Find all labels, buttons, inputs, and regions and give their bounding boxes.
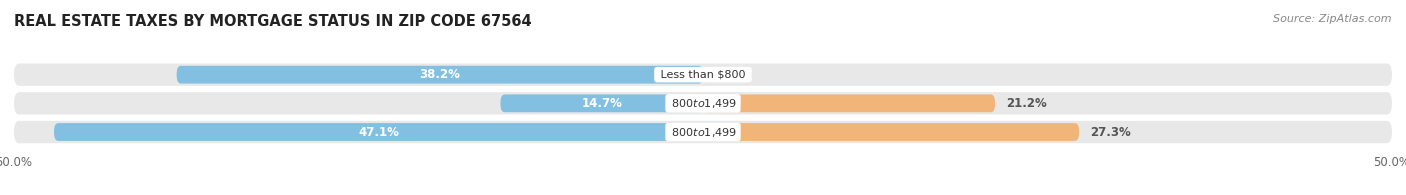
- FancyBboxPatch shape: [177, 66, 703, 84]
- FancyBboxPatch shape: [703, 94, 995, 112]
- Text: 0.0%: 0.0%: [714, 68, 747, 81]
- FancyBboxPatch shape: [501, 94, 703, 112]
- Text: $800 to $1,499: $800 to $1,499: [668, 126, 738, 138]
- FancyBboxPatch shape: [14, 64, 1392, 86]
- Text: 27.3%: 27.3%: [1090, 126, 1130, 138]
- Text: REAL ESTATE TAXES BY MORTGAGE STATUS IN ZIP CODE 67564: REAL ESTATE TAXES BY MORTGAGE STATUS IN …: [14, 14, 531, 29]
- FancyBboxPatch shape: [703, 123, 1080, 141]
- FancyBboxPatch shape: [14, 92, 1392, 114]
- Text: 14.7%: 14.7%: [581, 97, 623, 110]
- Legend: Without Mortgage, With Mortgage: Without Mortgage, With Mortgage: [565, 193, 841, 195]
- Text: 38.2%: 38.2%: [419, 68, 460, 81]
- FancyBboxPatch shape: [14, 121, 1392, 143]
- FancyBboxPatch shape: [53, 123, 703, 141]
- Text: 47.1%: 47.1%: [359, 126, 399, 138]
- Text: Less than $800: Less than $800: [657, 70, 749, 80]
- Text: 21.2%: 21.2%: [1007, 97, 1047, 110]
- Text: Source: ZipAtlas.com: Source: ZipAtlas.com: [1274, 14, 1392, 24]
- Text: $800 to $1,499: $800 to $1,499: [668, 97, 738, 110]
